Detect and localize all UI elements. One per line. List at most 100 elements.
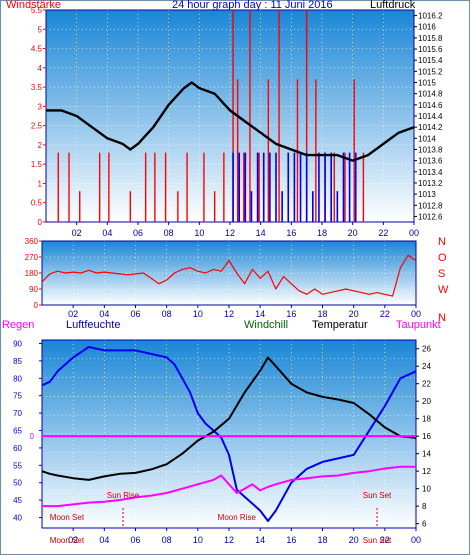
humidity-y-tick-label: 50	[13, 479, 22, 488]
temp-y-tick-label: 26	[422, 345, 431, 354]
pressure-y-tick-label: 1015.4	[418, 56, 443, 65]
direction-y-tick-label: 0	[34, 301, 39, 310]
x-tick-label: 14	[255, 309, 265, 319]
pressure-y-tick-label: 1015.8	[418, 34, 443, 43]
compass-label: W	[438, 284, 449, 296]
temp-y-tick-label: 8	[422, 502, 427, 511]
wind-y-tick-label: 3	[38, 102, 43, 111]
direction-y-tick-label: 270	[25, 253, 39, 262]
temp-y-tick-label: 6	[422, 520, 427, 529]
x-tick-label: 12	[224, 535, 234, 545]
temp-y-tick-label: 12	[422, 467, 431, 476]
temperature-line	[41, 356, 417, 481]
x-tick-label: 08	[162, 309, 172, 319]
humidity-y-tick-label: 75	[13, 392, 22, 401]
x-tick-label: 10	[193, 535, 203, 545]
x-tick-label: 22	[380, 309, 390, 319]
compass-label: N	[438, 236, 446, 248]
pressure-y-tick-label: 1013	[418, 190, 436, 199]
wind-y-tick-label: 4.5	[31, 45, 43, 54]
x-tick-label: 12	[225, 228, 235, 238]
sun-moon-annotation: Moon Set	[50, 513, 85, 522]
compass-label: N	[438, 312, 446, 324]
x-tick-label: 14	[255, 535, 265, 545]
x-tick-label: 02	[72, 228, 82, 238]
x-tick-label: 02	[68, 535, 78, 545]
x-tick-label: 20	[348, 228, 358, 238]
x-tick-label: 04	[99, 309, 109, 319]
humidity-y-tick-label: 65	[13, 427, 22, 436]
pressure-y-tick-label: 1015.6	[418, 45, 443, 54]
pressure-y-tick-label: 1016	[418, 23, 436, 32]
x-tick-label: 02	[68, 309, 78, 319]
x-tick-label: 16	[286, 309, 296, 319]
humidity-y-tick-label: 55	[13, 461, 22, 470]
x-tick-label: 00	[409, 228, 419, 238]
pressure-y-tick-label: 1013.2	[418, 179, 443, 188]
x-tick-label: 10	[194, 228, 204, 238]
temp-y-tick-label: 22	[422, 380, 431, 389]
x-tick-label: 04	[99, 535, 109, 545]
x-tick-label: 00	[411, 535, 421, 545]
x-tick-label: 18	[317, 535, 327, 545]
temperature-label: Temperatur	[312, 319, 368, 331]
x-tick-label: 08	[164, 228, 174, 238]
humidity-y-tick-label: 45	[13, 496, 22, 505]
sun-moon-annotation: Sun Set	[363, 536, 392, 545]
x-tick-label: 06	[130, 309, 140, 319]
rain-zero-label: 0	[30, 432, 35, 441]
dewpoint-label: Taupunkt	[396, 319, 441, 331]
chart-title: 24 hour graph day : 11 Juni 2016	[172, 0, 333, 11]
sun-moon-annotation: Moon Rise	[218, 513, 257, 522]
pressure-y-tick-label: 1016.2	[418, 12, 443, 21]
x-tick-label: 10	[193, 309, 203, 319]
temp-y-tick-label: 14	[422, 450, 431, 459]
humidity-y-tick-label: 40	[13, 514, 22, 523]
wind-y-tick-label: 1.5	[31, 160, 43, 169]
wind-y-tick-label: 3.5	[31, 83, 43, 92]
direction-y-tick-label: 360	[25, 237, 39, 246]
x-tick-label: 20	[349, 535, 359, 545]
humidity-label: Luftfeuchte	[66, 319, 121, 331]
wind-y-tick-label: 0	[38, 218, 43, 227]
humidity-y-tick-label: 60	[13, 444, 22, 453]
temp-y-tick-label: 10	[422, 485, 431, 494]
pressure-axis-title: Luftdruck	[370, 0, 416, 11]
x-tick-label: 12	[224, 309, 234, 319]
wind-y-tick-label: 5	[38, 25, 43, 34]
pressure-y-tick-label: 1014.2	[418, 123, 443, 132]
x-tick-label: 14	[256, 228, 266, 238]
pressure-y-tick-label: 1014.4	[418, 112, 443, 121]
sun-moon-annotation: Sun Rise	[107, 491, 140, 500]
pressure-y-tick-label: 1013.6	[418, 157, 443, 166]
compass-label: O	[438, 252, 447, 264]
x-tick-label: 22	[380, 535, 390, 545]
wind-y-tick-label: 2.5	[31, 122, 43, 131]
pressure-y-tick-label: 1012.8	[418, 201, 443, 210]
temp-y-tick-label: 18	[422, 415, 431, 424]
pressure-y-tick-label: 1012.6	[418, 212, 443, 221]
compass-label: S	[438, 268, 445, 280]
x-tick-label: 06	[130, 535, 140, 545]
sun-moon-annotation: Moon Set	[50, 536, 85, 545]
temp-y-tick-label: 24	[422, 362, 431, 371]
temp-y-tick-label: 20	[422, 397, 431, 406]
pressure-y-tick-label: 1014.8	[418, 90, 443, 99]
pressure-y-tick-label: 1014.6	[418, 101, 443, 110]
x-tick-label: 18	[317, 228, 327, 238]
dewpoint-line	[42, 465, 416, 508]
x-tick-label: 18	[317, 309, 327, 319]
wind-y-tick-label: 2	[38, 141, 43, 150]
sun-moon-annotation: Sun Set	[363, 491, 392, 500]
wind-y-tick-label: 0.5	[31, 199, 43, 208]
pressure-y-tick-label: 1013.8	[418, 145, 443, 154]
x-tick-label: 16	[286, 228, 296, 238]
pressure-y-tick-label: 1015.2	[418, 67, 443, 76]
x-tick-label: 04	[102, 228, 112, 238]
humidity-y-tick-label: 85	[13, 357, 22, 366]
wind-y-tick-label: 1	[38, 179, 43, 188]
wind-direction-line	[41, 254, 417, 297]
direction-y-tick-label: 180	[25, 269, 39, 278]
rain-label: Regen	[2, 319, 35, 331]
